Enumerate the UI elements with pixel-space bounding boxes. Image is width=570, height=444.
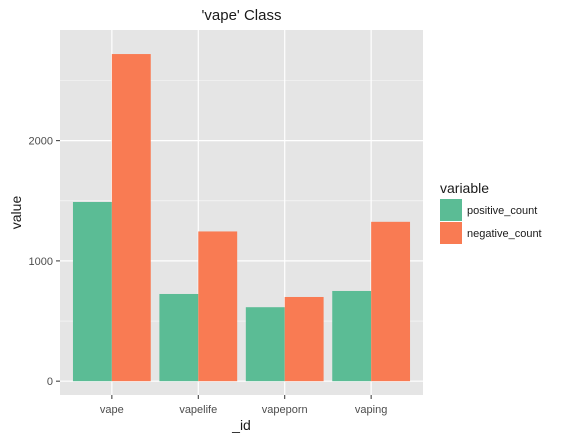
bar-negative_count-vaping xyxy=(371,221,411,382)
legend: variable positive_count negative_count xyxy=(440,180,542,244)
y-tick-label: 0 xyxy=(47,376,53,388)
legend-key-positive_count xyxy=(440,199,462,221)
bar-negative_count-vapelife xyxy=(198,231,238,382)
y-axis: 0 1000 2000 xyxy=(29,136,60,388)
x-tick-label: vapeporn xyxy=(262,404,308,416)
legend-label-positive_count: positive_count xyxy=(467,205,537,217)
chart-title: 'vape' Class xyxy=(202,7,282,24)
bar-positive_count-vapelife xyxy=(159,293,199,382)
y-axis-label: value xyxy=(8,196,24,230)
x-tick-label: vapelife xyxy=(179,404,217,416)
y-tick-label: 2000 xyxy=(29,136,53,148)
y-tick-label: 1000 xyxy=(29,256,53,268)
legend-key-negative_count xyxy=(440,222,462,244)
legend-title: variable xyxy=(440,180,489,196)
bar-negative_count-vape xyxy=(111,54,151,382)
x-axis-label: _id xyxy=(231,417,251,433)
bar-negative_count-vapeporn xyxy=(284,296,324,382)
bars xyxy=(72,54,411,382)
legend-label-negative_count: negative_count xyxy=(467,228,542,240)
x-tick-label: vape xyxy=(100,404,124,416)
bar-positive_count-vaping xyxy=(332,290,372,382)
bar-positive_count-vapeporn xyxy=(245,307,285,382)
x-tick-label: vaping xyxy=(355,404,387,416)
legend-items: positive_count negative_count xyxy=(440,199,542,244)
x-axis: vape vapelife vapeporn vaping xyxy=(100,395,387,416)
bar-positive_count-vape xyxy=(72,201,112,382)
